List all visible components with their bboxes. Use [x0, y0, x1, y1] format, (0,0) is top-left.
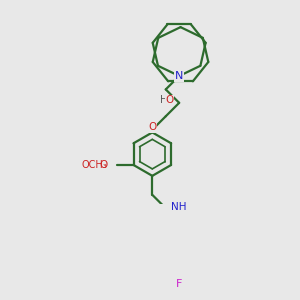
Text: NH: NH	[171, 202, 187, 212]
Text: O: O	[148, 122, 156, 132]
Text: O: O	[166, 95, 174, 105]
Text: N: N	[175, 71, 183, 81]
Text: H: H	[160, 95, 167, 105]
Text: F: F	[176, 279, 182, 289]
Text: O: O	[100, 160, 108, 170]
Text: OCH₃: OCH₃	[82, 160, 108, 170]
